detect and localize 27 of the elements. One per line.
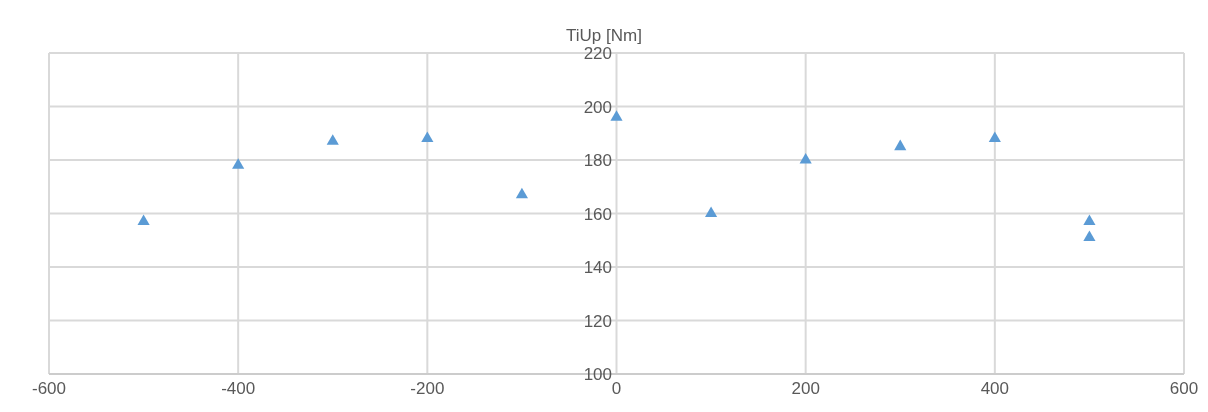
- point: [705, 206, 718, 218]
- y-axis-title: TiUp [Nm]: [566, 26, 642, 46]
- x-tick-label: 400: [980, 379, 1010, 399]
- y-tick-label: 120: [583, 311, 612, 331]
- point: [894, 139, 907, 151]
- y-tick-label: 220: [583, 44, 612, 63]
- y-tick-label: 140: [583, 258, 612, 277]
- point: [610, 110, 623, 121]
- y-tick-label: 100: [583, 365, 612, 384]
- point: [799, 152, 812, 164]
- point: [137, 214, 150, 226]
- point: [1083, 230, 1096, 242]
- point: [1083, 214, 1096, 226]
- x-tick-label: -600: [31, 379, 67, 399]
- y-tick-label: 180: [583, 151, 612, 170]
- point: [421, 131, 434, 143]
- point: [988, 131, 1001, 143]
- x-tick-label: -400: [221, 379, 256, 399]
- point: [326, 134, 339, 145]
- y-tick-label: 200: [583, 97, 612, 117]
- point: [515, 187, 528, 199]
- x-tick-label: 600: [1169, 379, 1199, 399]
- x-tick-label: 200: [791, 379, 820, 399]
- x-tick-label: 0: [611, 379, 622, 399]
- point: [232, 158, 245, 169]
- y-tick-label: 160: [583, 204, 612, 224]
- x-tick-label: -200: [410, 379, 445, 399]
